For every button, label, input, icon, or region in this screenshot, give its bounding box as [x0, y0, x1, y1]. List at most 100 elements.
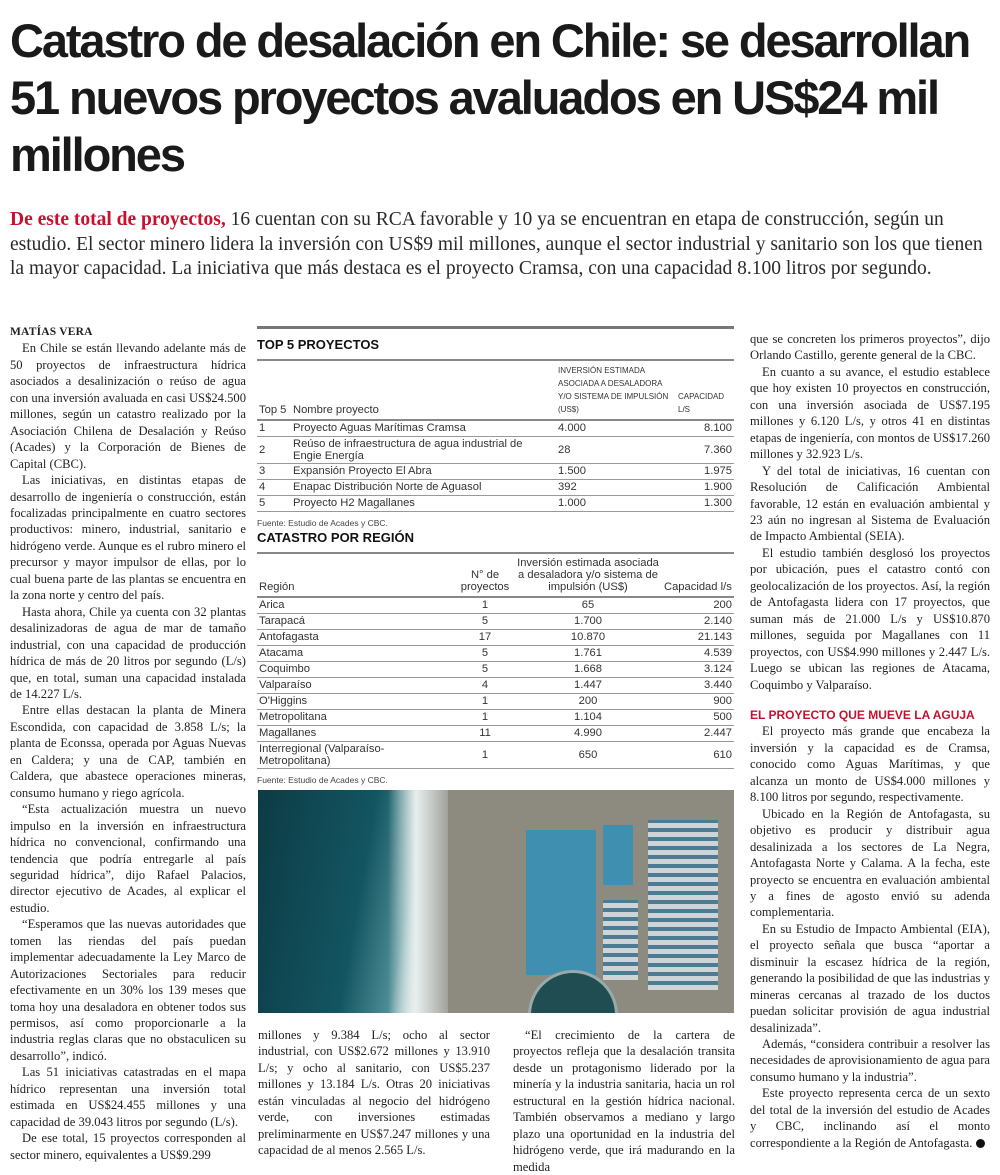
table-title: CATASTRO POR REGIÓN [257, 530, 414, 545]
table-row: 1 Proyecto Aguas Marítimas Cramsa 4.000 8.1… [257, 420, 734, 437]
paragraph-text: Este proyecto representa cerca de un sex… [750, 1086, 990, 1150]
table-title: TOP 5 PROYECTOS [257, 337, 380, 352]
table-cell: 5 [456, 613, 514, 630]
table-cell: 200 [514, 693, 662, 710]
paragraph: En su Estudio de Impacto Ambiental (EIA)… [750, 921, 990, 1035]
column-header: Inversión estimada asociada a desaladora… [556, 359, 676, 421]
table-cell: 1.900 [676, 479, 734, 496]
table-cell: 392 [556, 479, 676, 496]
column-header: Inversión estimada asociada a desaladora… [514, 552, 662, 598]
table-row: Magallanes 11 4.990 2.447 [257, 725, 734, 742]
table-source: Fuente: Estudio de Acades y CBC. [257, 774, 388, 785]
table-row: 2 Reúso de infraestructura de agua indust… [257, 436, 734, 464]
paragraph: “Esta actualización muestra un nuevo imp… [10, 802, 246, 915]
table-cell: Tarapacá [257, 613, 456, 630]
table-cell: 1 [456, 597, 514, 614]
paragraph: Entre ellas destacan la planta de Minera… [10, 703, 246, 800]
table-cell: 500 [662, 709, 734, 726]
table-cell: Valparaíso [257, 677, 456, 694]
lead-paragraph: De este total de proyectos, 16 cuentan c… [10, 208, 990, 282]
paragraph: que se concreten los primeros proyectos”… [750, 332, 990, 363]
table-cell: 10.870 [514, 629, 662, 646]
subheading: EL PROYECTO QUE MUEVE LA AGUJA [750, 707, 975, 722]
paragraph: “Esperamos que las nuevas autoridades qu… [10, 917, 246, 1063]
paragraph: Ubicado en la Región de Antofagasta, su … [750, 806, 990, 920]
column-1: MATÍAS VERA En Chile se están llevando a… [10, 324, 246, 1163]
paragraph: Y del total de iniciativas, 16 cuentan c… [750, 463, 990, 544]
paragraph: De ese total, 15 proyectos corresponden … [10, 1131, 246, 1162]
table-row: Metropolitana 1 1.104 500 [257, 709, 734, 726]
top5-table: Top 5 Nombre proyecto Inversión estimada… [257, 359, 734, 512]
table-cell: Atacama [257, 645, 456, 662]
paragraph: En Chile se están llevando adelante más … [10, 341, 246, 471]
table-cell: 1 [257, 420, 291, 437]
table-cell: 650 [514, 741, 662, 769]
paragraph: millones y 9.384 L/s; ocho al sector ind… [258, 1028, 490, 1158]
table-cell: 4.990 [514, 725, 662, 742]
paragraph: Las iniciativas, en distintas etapas de … [10, 473, 246, 603]
table-row: Valparaíso 4 1.447 3.440 [257, 677, 734, 694]
table-cell: 900 [662, 693, 734, 710]
table-cell: 5 [456, 645, 514, 662]
table-cell: 3.440 [662, 677, 734, 694]
table-cell: 1.761 [514, 645, 662, 662]
table-cell: 1.447 [514, 677, 662, 694]
table-cell: 1.668 [514, 661, 662, 678]
paragraph: El estudio también desglosó los proyecto… [750, 545, 990, 692]
paragraph: Las 51 iniciativas catastradas en el map… [10, 1065, 246, 1129]
column-2a: millones y 9.384 L/s; ocho al sector ind… [258, 1027, 490, 1159]
table-cell: 1 [456, 693, 514, 710]
table-cell: 1.500 [556, 463, 676, 480]
column-3: que se concreten los primeros proyectos”… [750, 331, 990, 1151]
headline: Catastro de desalación en Chile: se desa… [10, 14, 971, 181]
table-cell: Magallanes [257, 725, 456, 742]
table-cell: 4 [456, 677, 514, 694]
table-cell: 1 [456, 709, 514, 726]
table-row: Tarapacá 5 1.700 2.140 [257, 613, 734, 630]
table-row: 4 Enapac Distribución Norte de Aguasol 392… [257, 479, 734, 496]
table-cell: 5 [456, 661, 514, 678]
lead-text: 16 cuentan con su RCA favorable y 10 ya … [10, 209, 983, 279]
table-cell: Proyecto H2 Magallanes [291, 495, 556, 512]
table-row: 3 Expansión Proyecto El Abra 1.500 1.975 [257, 463, 734, 480]
table-cell: 1.300 [676, 495, 734, 512]
region-table: Región N° de proyectos Inversión estimad… [257, 552, 734, 769]
table-cell: 1 [456, 741, 514, 769]
table-cell: Proyecto Aguas Marítimas Cramsa [291, 420, 556, 437]
table-cell: 5 [257, 495, 291, 512]
table-row: 5 Proyecto H2 Magallanes 1.000 1.300 [257, 495, 734, 512]
table-cell: Metropolitana [257, 709, 456, 726]
column-2b: “El crecimiento de la cartera de proyect… [513, 1027, 735, 1175]
table-cell: Antofagasta [257, 629, 456, 646]
region-table-box: CATASTRO POR REGIÓN Región N° de proyect… [257, 522, 734, 785]
table-cell: 200 [662, 597, 734, 614]
table-cell: 21.143 [662, 629, 734, 646]
table-cell: 11 [456, 725, 514, 742]
column-header: Top 5 [257, 359, 291, 421]
table-cell: Expansión Proyecto El Abra [291, 463, 556, 480]
table-cell: 2.140 [662, 613, 734, 630]
table-row: Atacama 5 1.761 4.539 [257, 645, 734, 662]
paragraph: “El crecimiento de la cartera de proyect… [513, 1028, 735, 1174]
desalination-plant-photo [258, 790, 734, 1013]
column-header: Capacidad l/s [676, 359, 734, 421]
table-source: Fuente: Estudio de Acades y CBC. [257, 517, 388, 528]
table-cell: Coquimbo [257, 661, 456, 678]
paragraph: Hasta ahora, Chile ya cuenta con 32 plan… [10, 604, 246, 701]
table-row: Interregional (Valparaíso- Metropolitana… [257, 741, 734, 769]
lead-highlight: De este total de proyectos, [10, 209, 226, 230]
table-cell: Arica [257, 597, 456, 614]
table-cell: 17 [456, 629, 514, 646]
table-cell: O'Higgins [257, 693, 456, 710]
table-cell: 4 [257, 479, 291, 496]
end-mark-icon [975, 1139, 985, 1149]
table-cell: 2.447 [662, 725, 734, 742]
paragraph: En cuanto a su avance, el estudio establ… [750, 364, 990, 462]
table-cell: 65 [514, 597, 662, 614]
table-cell: 2 [257, 436, 291, 464]
table-cell: 4.539 [662, 645, 734, 662]
table-cell: Enapac Distribución Norte de Aguasol [291, 479, 556, 496]
top5-table-box: TOP 5 PROYECTOS Top 5 Nombre proyecto In… [257, 326, 734, 528]
paragraph: Este proyecto representa cerca de un sex… [750, 1085, 990, 1151]
table-cell: 1.975 [676, 463, 734, 480]
